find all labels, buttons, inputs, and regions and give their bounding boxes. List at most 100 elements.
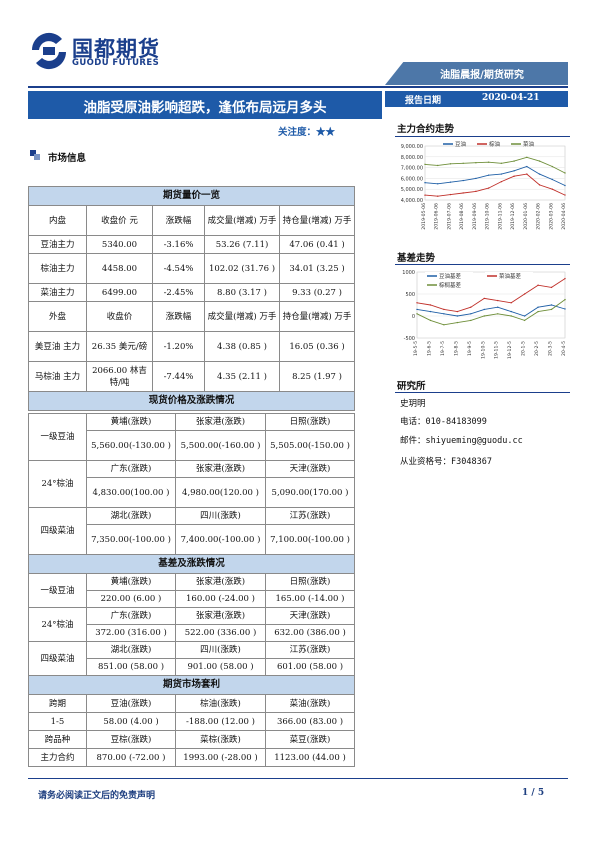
x-tick-label: 2019-11-06: [497, 203, 503, 230]
data-point: [523, 293, 526, 295]
table-cell: -188.00 (12.00 ): [175, 712, 266, 731]
market-data-table: 期货量价一览 内盘 收盘价 元 涨跌幅 成交量(增减) 万手 持仓量(增减) 万…: [27, 186, 356, 411]
legend-label: 棕油: [489, 140, 501, 148]
table-row: 跨期 豆油(涨跌) 棕油(涨跌) 菜油(涨跌): [28, 694, 355, 713]
data-point: [483, 308, 485, 311]
y-tick-label: 1000: [402, 270, 415, 276]
disclaimer-notice[interactable]: 请务必阅读正文后的免责声明: [38, 791, 156, 801]
x-tick-label: 19-12-5: [507, 341, 513, 359]
series-line-菜油: [424, 156, 566, 174]
y-tick-label: 9,000.00: [401, 144, 423, 150]
table-header-cell: 内盘: [28, 205, 87, 236]
data-point: [483, 297, 485, 300]
basis-section-title: 基差及涨跌情况: [28, 554, 355, 574]
x-tick-label: 2020-03-06: [548, 203, 554, 230]
table-row: 菜油主力 6499.00 -2.45% 8.80 (3.17 ) 9.33 (0…: [28, 283, 356, 302]
table-cell: 160.00 (-24.00 ): [175, 590, 266, 608]
data-point: [456, 310, 459, 313]
table-row: 5,560.00(-130.00 ) 5,500.00(-160.00 ) 5,50…: [29, 430, 355, 461]
data-point: [537, 284, 539, 286]
data-point: [429, 319, 432, 322]
table-header-cell: 江苏(涨跌): [265, 507, 355, 525]
table-cell: 5,500.00(-160.00 ): [175, 430, 266, 461]
data-point: [462, 192, 464, 194]
data-point: [513, 160, 515, 162]
table-cell: 主力合约: [28, 748, 87, 767]
series-line-菜油基差: [416, 278, 566, 313]
arbitrage-section-title: 期货市场套利: [28, 675, 355, 695]
table-header-cell: 持仓量(增减) 万手: [278, 205, 356, 236]
table-row: 7,350.00(-100.00 ) 7,400.00(-100.00 ) 7,10…: [29, 524, 355, 555]
table-header-cell: 江苏(涨跌): [265, 641, 355, 659]
table-cell: 372.00 (316.00 ): [86, 624, 176, 642]
futures-foreign-header: 外盘 收盘价 涨跌幅 成交量(增减) 万手 持仓量(增减) 万手: [28, 301, 356, 332]
main-contract-trend-title: 主力合约走势: [397, 124, 455, 135]
date-band: [385, 91, 568, 107]
researcher-phone: 电话：010-84183099: [400, 417, 487, 427]
researcher-email[interactable]: 邮件：shiyueming@guodu.cc: [400, 436, 523, 446]
table-header-cell: 张家港(涨跌): [175, 460, 266, 478]
table-cell: 165.00 (-14.00 ): [265, 590, 355, 608]
table-cell: 5,560.00(-130.00 ): [86, 430, 176, 461]
report-date: 2020-04-21: [482, 93, 540, 103]
report-type-label: 油脂晨报/期货研究: [440, 70, 524, 81]
report-title: 油脂受原油影响超跌，逢低布局远月多头: [83, 100, 327, 116]
table-header-cell: 湖北(涨跌): [86, 507, 176, 525]
data-point: [500, 180, 503, 183]
table-cell: 1993.00 (-28.00 ): [175, 748, 266, 767]
table-cell: 632.00 (386.00 ): [265, 624, 355, 642]
footer-divider: [28, 778, 568, 779]
data-point: [537, 306, 539, 308]
table-header-cell: 涨跌幅: [152, 205, 205, 236]
section-divider: [395, 392, 570, 393]
report-date-label: 报告日期: [405, 96, 442, 106]
x-tick-label: 2019-12-06: [510, 203, 516, 230]
data-point: [526, 156, 528, 159]
x-tick-label: 2019-06-06: [434, 203, 440, 230]
table-cell: 601.00 (58.00 ): [265, 658, 355, 676]
table-cell: -1.20%: [152, 331, 205, 362]
basis-trend-title: 基差走势: [397, 253, 436, 264]
data-point: [456, 321, 459, 324]
x-tick-label: 19-10-5: [480, 341, 486, 359]
table-cell: 4,980.00(120.00 ): [175, 477, 266, 508]
x-tick-label: 2019-07-06: [446, 203, 452, 230]
data-point: [487, 187, 490, 189]
table-header-cell: 广东(涨跌): [86, 607, 176, 625]
table-cell: 6499.00: [86, 283, 153, 302]
guodu-logo-mark: [31, 32, 67, 70]
data-point: [483, 315, 485, 317]
table-header-cell: 豆棕(涨跌): [86, 730, 176, 749]
x-tick-label: 19-5-5: [413, 341, 419, 356]
spot-basis-table: 一级豆油 黄埔(涨跌) 张家港(涨跌) 日照(涨跌) 5,560.00(-130.00 …: [28, 413, 355, 767]
data-point: [449, 163, 452, 165]
data-point: [564, 172, 566, 174]
data-point: [443, 324, 445, 326]
x-tick-label: 2019-08-06: [459, 203, 465, 230]
table-row-label: 24°棕油: [28, 460, 87, 508]
data-point: [551, 178, 553, 181]
table-cell: 9.33 (0.27 ): [278, 283, 356, 302]
data-point: [537, 310, 539, 313]
table-cell: 8.80 (3.17 ): [204, 283, 280, 302]
legend-label: 菜油: [523, 140, 535, 148]
data-point: [437, 164, 439, 167]
x-tick-label: 2020-04-06: [561, 203, 567, 230]
data-point: [443, 313, 445, 315]
data-point: [449, 181, 452, 183]
table-row-label: 一级豆油: [28, 573, 87, 608]
data-point: [437, 195, 439, 197]
legend-bg: [485, 272, 533, 280]
series-line-棕油: [424, 173, 566, 197]
table-header-cell: 天津(涨跌): [265, 460, 355, 478]
title-band: [28, 91, 382, 119]
x-tick-label: 20-4-5: [561, 341, 567, 356]
legend-bg: [425, 281, 473, 289]
table-header-cell: 张家港(涨跌): [175, 607, 266, 625]
data-point: [456, 315, 459, 317]
researcher-license: 从业资格号：F3048367: [400, 457, 492, 467]
table-header-cell: 四川(涨跌): [175, 507, 266, 525]
table-row: 372.00 (316.00 ) 522.00 (336.00 ) 632.00 (…: [29, 624, 355, 642]
data-point: [500, 162, 503, 164]
table-header-cell: 四川(涨跌): [175, 641, 266, 659]
